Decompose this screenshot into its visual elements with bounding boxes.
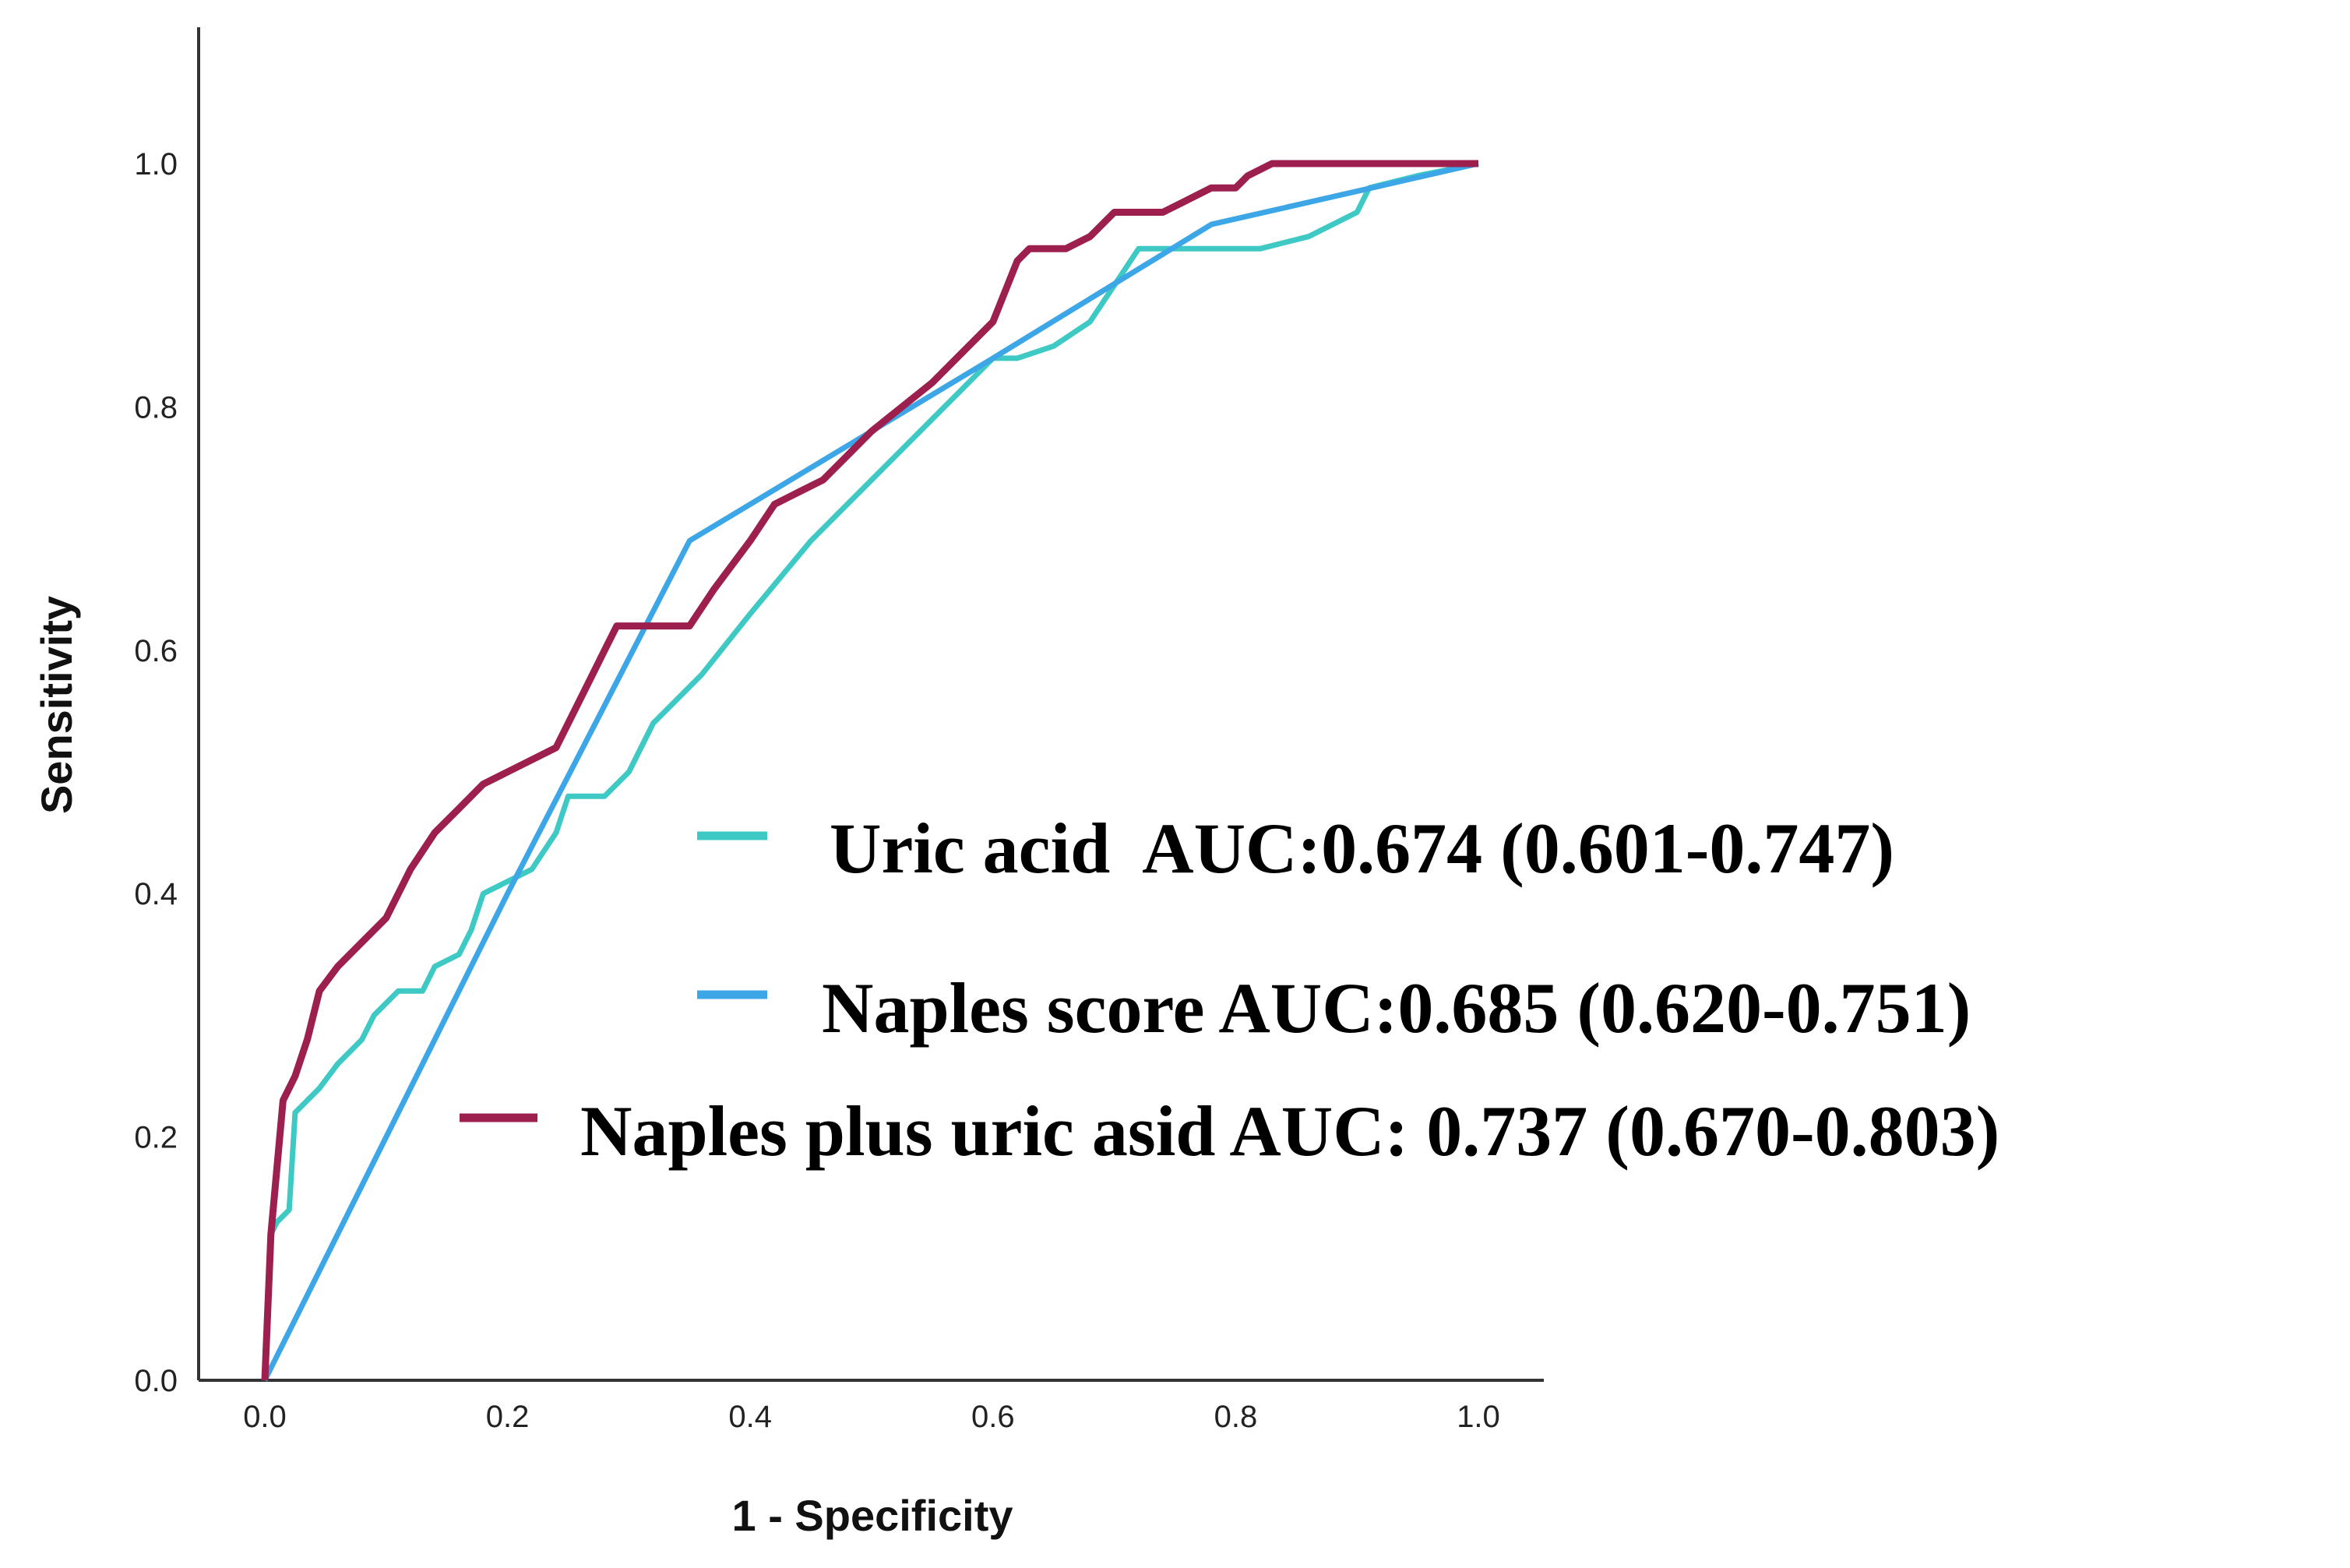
y-tick-label: 0.4 (134, 877, 178, 911)
x-tick-label: 0.2 (486, 1400, 530, 1434)
y-axis-title: Sensitivity (32, 596, 81, 814)
legend-label-naples-score: Naples score AUC:0.685 (0.620-0.751) (822, 968, 1971, 1048)
y-tick-label: 0.6 (134, 634, 178, 668)
series-line-naples-plus-uric-acid (261, 160, 1478, 1381)
y-tick-labels: 0.0 0.2 0.4 0.6 0.8 1.0 (134, 147, 178, 1398)
legend-label-naples-plus-uric-acid: Naples plus uric asid AUC: 0.737 (0.670-… (580, 1091, 1999, 1171)
x-axis-title: 1 - Specificity (731, 1491, 1013, 1540)
y-tick-label: 1.0 (134, 147, 178, 181)
x-tick-label: 0.8 (1214, 1400, 1258, 1434)
legend: Uric acid AUC:0.674 (0.601-0.747) Naples … (460, 809, 1999, 1171)
x-tick-label: 0.0 (243, 1400, 287, 1434)
y-tick-label: 0.8 (134, 390, 178, 425)
series-layer (261, 160, 1479, 1382)
y-tick-label: 0.2 (134, 1121, 178, 1155)
x-tick-label: 0.6 (971, 1400, 1015, 1434)
series-line-uric-acid (262, 160, 1479, 1381)
legend-label-uric-acid: Uric acid AUC:0.674 (0.601-0.747) (830, 809, 1894, 888)
axes (197, 27, 1544, 1382)
y-tick-label: 0.0 (134, 1364, 178, 1398)
x-tick-label: 1.0 (1457, 1400, 1500, 1434)
x-tick-labels: 0.0 0.2 0.4 0.6 0.8 1.0 (243, 1400, 1500, 1434)
x-tick-label: 0.4 (728, 1400, 772, 1434)
series-line-naples-score (262, 160, 1479, 1382)
